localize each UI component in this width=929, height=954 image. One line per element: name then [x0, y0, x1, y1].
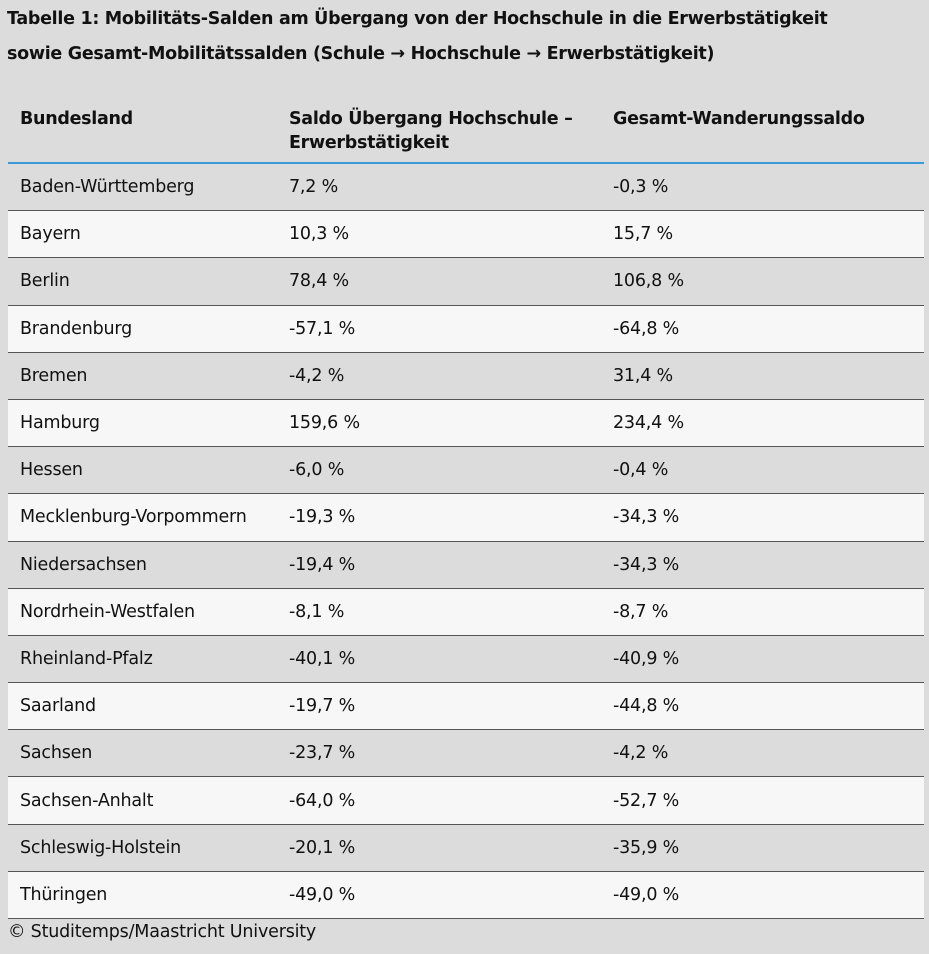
table-row: Mecklenburg-Vorpommern -19,3 % -34,3 % [8, 494, 924, 542]
cell-gesamt-saldo: -34,3 % [613, 507, 680, 528]
table-row: Nordrhein-Westfalen -8,1 % -8,7 % [8, 588, 924, 636]
cell-gesamt-saldo: 234,4 % [613, 413, 684, 434]
cell-bundesland: Saarland [20, 696, 96, 717]
table-title: Tabelle 1: Mobilitäts-Salden am Übergang… [7, 2, 828, 72]
cell-gesamt-saldo: -40,9 % [613, 648, 680, 669]
title-line-2: sowie Gesamt-Mobilitätssalden (Schule → … [7, 44, 715, 64]
cell-bundesland: Hamburg [20, 413, 100, 434]
cell-saldo-uebergang: -19,7 % [289, 696, 356, 717]
cell-gesamt-saldo: -8,7 % [613, 601, 669, 622]
cell-bundesland: Thüringen [20, 884, 108, 905]
header-gesamt-saldo: Gesamt-Wanderungssaldo [613, 109, 865, 129]
table-row: Schleswig-Holstein -20,1 % -35,9 % [8, 824, 924, 872]
cell-bundesland: Hessen [20, 460, 83, 481]
cell-bundesland: Bremen [20, 365, 88, 386]
title-line-1: Tabelle 1: Mobilitäts-Salden am Übergang… [7, 9, 828, 29]
table-row: Niedersachsen -19,4 % -34,3 % [8, 541, 924, 589]
table-row: Berlin 78,4 % 106,8 % [8, 258, 924, 306]
table-row: Thüringen -49,0 % -49,0 % [8, 871, 924, 919]
header-saldo-uebergang: Saldo Übergang Hochschule – Erwerbstätig… [289, 109, 573, 153]
cell-saldo-uebergang: 159,6 % [289, 413, 360, 434]
copyright-footer: © Studitemps/Maastricht University [8, 922, 317, 942]
cell-saldo-uebergang: -4,2 % [289, 365, 345, 386]
cell-saldo-uebergang: -19,4 % [289, 554, 356, 575]
cell-bundesland: Niedersachsen [20, 554, 147, 575]
table-row: Saarland -19,7 % -44,8 % [8, 683, 924, 731]
table-row: Bayern 10,3 % 15,7 % [8, 211, 924, 259]
table-row: Hessen -6,0 % -0,4 % [8, 447, 924, 495]
table-body: Baden-Württemberg 7,2 % -0,3 % Bayern 10,3 %… [8, 164, 924, 919]
cell-saldo-uebergang: 78,4 % [289, 271, 349, 292]
cell-bundesland: Mecklenburg-Vorpommern [20, 507, 247, 528]
table-row: Bremen -4,2 % 31,4 % [8, 352, 924, 400]
cell-gesamt-saldo: -0,3 % [613, 177, 669, 198]
cell-bundesland: Schleswig-Holstein [20, 837, 181, 858]
header-bundesland: Bundesland [20, 109, 133, 129]
table-row: Hamburg 159,6 % 234,4 % [8, 399, 924, 448]
cell-gesamt-saldo: -0,4 % [613, 460, 669, 481]
cell-saldo-uebergang: -49,0 % [289, 884, 356, 905]
cell-saldo-uebergang: -23,7 % [289, 743, 356, 764]
cell-saldo-uebergang: -20,1 % [289, 837, 356, 858]
table-row: Sachsen -23,7 % -4,2 % [8, 730, 924, 778]
cell-gesamt-saldo: -34,3 % [613, 554, 680, 575]
cell-gesamt-saldo: -49,0 % [613, 884, 680, 905]
cell-gesamt-saldo: -35,9 % [613, 837, 680, 858]
cell-bundesland: Sachsen [20, 743, 93, 764]
cell-bundesland: Nordrhein-Westfalen [20, 601, 195, 622]
cell-saldo-uebergang: -64,0 % [289, 790, 356, 811]
cell-saldo-uebergang: -19,3 % [289, 507, 356, 528]
cell-bundesland: Berlin [20, 271, 70, 292]
cell-bundesland: Baden-Württemberg [20, 177, 195, 198]
cell-gesamt-saldo: 15,7 % [613, 224, 673, 245]
table-row: Sachsen-Anhalt -64,0 % -52,7 % [8, 777, 924, 825]
cell-bundesland: Bayern [20, 224, 81, 245]
table-header: Bundesland Saldo Übergang Hochschule – E… [8, 100, 924, 164]
cell-gesamt-saldo: -64,8 % [613, 318, 680, 339]
data-table: Bundesland Saldo Übergang Hochschule – E… [8, 100, 924, 919]
cell-gesamt-saldo: -44,8 % [613, 696, 680, 717]
cell-bundesland: Rheinland-Pfalz [20, 648, 153, 669]
table-row: Rheinland-Pfalz -40,1 % -40,9 % [8, 635, 924, 684]
cell-saldo-uebergang: 7,2 % [289, 177, 339, 198]
cell-saldo-uebergang: -40,1 % [289, 648, 356, 669]
table-row: Baden-Württemberg 7,2 % -0,3 % [8, 164, 924, 212]
cell-gesamt-saldo: 106,8 % [613, 271, 684, 292]
cell-saldo-uebergang: -8,1 % [289, 601, 345, 622]
cell-saldo-uebergang: 10,3 % [289, 224, 349, 245]
table-row: Brandenburg -57,1 % -64,8 % [8, 305, 924, 353]
cell-saldo-uebergang: -6,0 % [289, 460, 345, 481]
cell-bundesland: Sachsen-Anhalt [20, 790, 154, 811]
cell-bundesland: Brandenburg [20, 318, 132, 339]
cell-gesamt-saldo: -4,2 % [613, 743, 669, 764]
cell-gesamt-saldo: -52,7 % [613, 790, 680, 811]
cell-saldo-uebergang: -57,1 % [289, 318, 356, 339]
cell-gesamt-saldo: 31,4 % [613, 365, 673, 386]
